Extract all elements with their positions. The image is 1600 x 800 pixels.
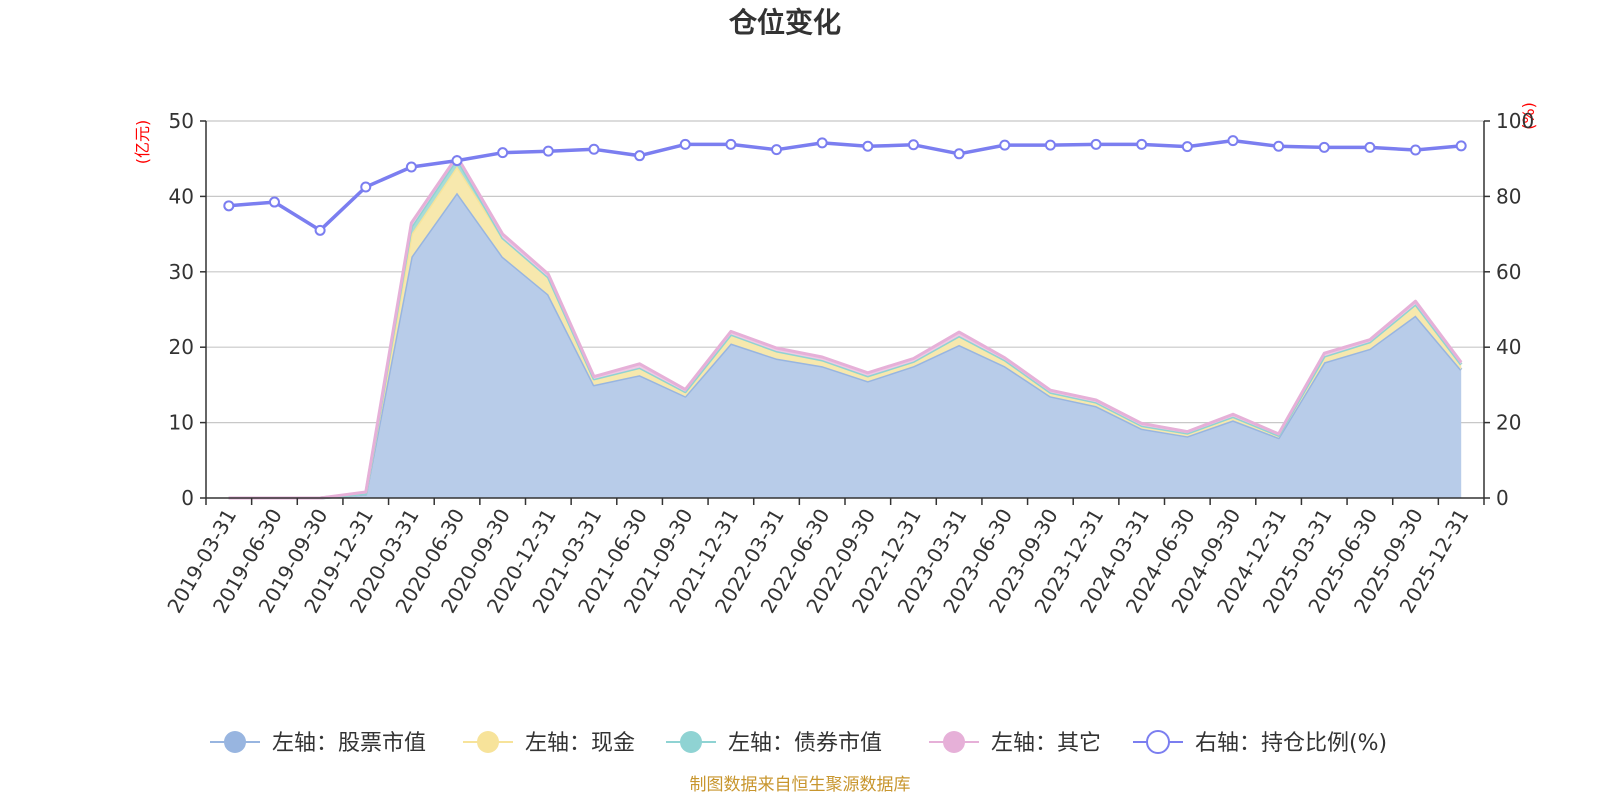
legend-marker bbox=[943, 731, 965, 753]
ratio-point bbox=[1227, 135, 1239, 147]
left-tick-label: 30 bbox=[169, 260, 194, 284]
right-tick-label: 0 bbox=[1496, 486, 1509, 510]
ratio-point bbox=[268, 196, 280, 208]
ratio-point bbox=[360, 181, 372, 193]
ratio-point bbox=[588, 143, 600, 155]
chart-title: 仓位变化 bbox=[729, 6, 841, 39]
legend-item[interactable]: 左轴：现金 bbox=[463, 731, 635, 756]
legend-marker bbox=[224, 731, 246, 753]
x-axis-labels: 2019-03-312019-06-302019-09-302019-12-31… bbox=[162, 504, 1473, 617]
legend-label: 右轴：持仓比例(%) bbox=[1195, 731, 1387, 756]
ratio-point bbox=[1090, 138, 1102, 150]
right-tick-label: 80 bbox=[1496, 184, 1521, 208]
legend-label: 左轴：其它 bbox=[991, 731, 1101, 756]
stacked-areas bbox=[228, 154, 1463, 500]
ratio-point bbox=[1136, 138, 1148, 150]
ratio-point bbox=[771, 144, 783, 156]
ratio-point bbox=[679, 138, 691, 150]
legend-item[interactable]: 左轴：股票市值 bbox=[210, 731, 426, 756]
legend-marker bbox=[477, 731, 499, 753]
right-tick-label: 20 bbox=[1496, 411, 1521, 435]
right-tick-label: 60 bbox=[1496, 260, 1521, 284]
ratio-point bbox=[725, 138, 737, 150]
ratio-point bbox=[907, 139, 919, 151]
left-tick-label: 0 bbox=[181, 486, 194, 510]
legend-marker bbox=[1146, 730, 1170, 754]
left-tick-label: 40 bbox=[169, 184, 194, 208]
ratio-point bbox=[816, 137, 828, 149]
area-fill bbox=[228, 192, 1462, 498]
legend-label: 左轴：股票市值 bbox=[272, 731, 426, 756]
ratio-point bbox=[1455, 140, 1467, 152]
legend-item[interactable]: 右轴：持仓比例(%) bbox=[1133, 730, 1387, 756]
legend-item[interactable]: 左轴：债券市值 bbox=[666, 731, 882, 756]
ratio-point bbox=[1318, 141, 1330, 153]
ratio-point bbox=[634, 150, 646, 162]
left-tick-label: 50 bbox=[169, 109, 194, 133]
ratio-point bbox=[497, 147, 509, 159]
right-tick-label: 100 bbox=[1496, 109, 1534, 133]
legend-item[interactable]: 左轴：其它 bbox=[929, 731, 1101, 756]
legend-label: 左轴：债券市值 bbox=[728, 731, 882, 756]
ratio-point bbox=[1181, 141, 1193, 153]
left-axis-unit: (亿元) bbox=[133, 120, 152, 165]
ratio-point bbox=[223, 200, 235, 212]
legend-label: 左轴：现金 bbox=[525, 731, 635, 756]
ratio-line bbox=[228, 138, 1462, 233]
right-tick-label: 40 bbox=[1496, 335, 1521, 359]
ratio-point bbox=[1273, 140, 1285, 152]
left-tick-label: 20 bbox=[169, 335, 194, 359]
legend-marker bbox=[680, 731, 702, 753]
right-axis-unit: (%) bbox=[1519, 102, 1538, 130]
ratio-point bbox=[451, 155, 463, 167]
ratio-point bbox=[542, 145, 554, 157]
data-source-note: 制图数据来自恒生聚源数据库 bbox=[690, 775, 911, 795]
ratio-point bbox=[1044, 139, 1056, 151]
ratio-point bbox=[1410, 144, 1422, 156]
ratio-point bbox=[314, 224, 326, 236]
ratio-point bbox=[405, 161, 417, 173]
area-line bbox=[228, 154, 1463, 500]
ratio-series bbox=[223, 135, 1467, 236]
ratio-point bbox=[862, 140, 874, 152]
ratio-point bbox=[953, 148, 965, 160]
axes: 0 10 20 30 40 50 0 20 40 60 80 100 bbox=[169, 109, 1535, 510]
ratio-point bbox=[999, 139, 1011, 151]
legend: 左轴：股票市值 左轴：现金 左轴：债券市值 左轴：其它 右轴：持仓比例(%) bbox=[210, 730, 1387, 756]
left-tick-label: 10 bbox=[169, 411, 194, 435]
ratio-point bbox=[1364, 141, 1376, 153]
